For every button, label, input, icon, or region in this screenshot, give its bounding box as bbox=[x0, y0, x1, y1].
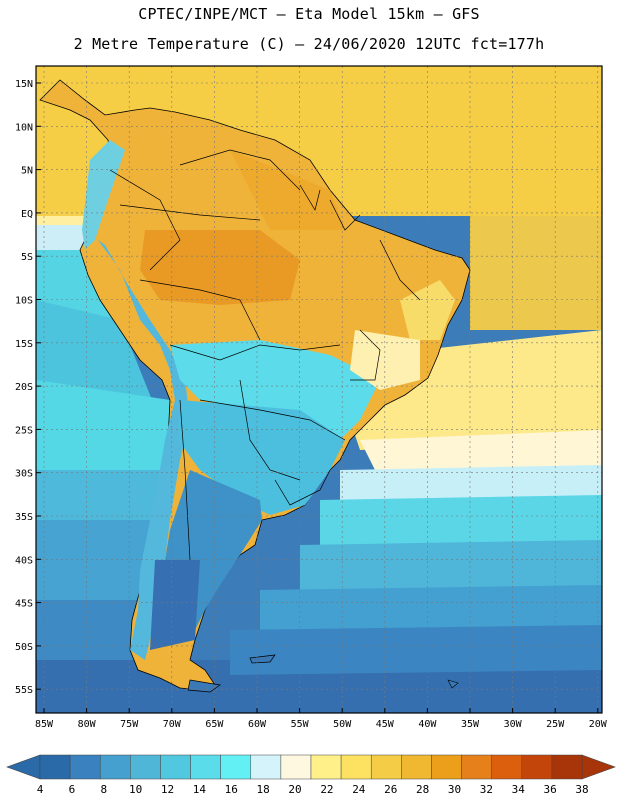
lat-label: 50S bbox=[15, 642, 33, 653]
lon-label: 25W bbox=[546, 719, 565, 730]
map-title: CPTEC/INPE/MCT – Eta Model 15km – GFS bbox=[138, 5, 480, 23]
colorbar-swatch bbox=[370, 754, 402, 780]
colorbar-label: 6 bbox=[69, 783, 76, 796]
map-subtitle: 2 Metre Temperature (C) – 24/06/2020 12U… bbox=[73, 35, 545, 53]
lat-label: 40S bbox=[15, 555, 33, 566]
lat-label: 55S bbox=[15, 685, 33, 696]
colorbar-label: 24 bbox=[352, 783, 366, 796]
colorbar-swatch bbox=[39, 754, 71, 780]
lat-label: 5N bbox=[21, 166, 33, 177]
lat-label: 10N bbox=[15, 122, 33, 133]
colorbar-label: 34 bbox=[512, 783, 526, 796]
lon-label: 65W bbox=[205, 719, 224, 730]
map-frame bbox=[35, 65, 603, 714]
lon-label: 70W bbox=[163, 719, 182, 730]
lat-label: 15N bbox=[15, 79, 33, 90]
lon-label: 80W bbox=[78, 719, 97, 730]
colorbar-low-arrow bbox=[6, 754, 41, 780]
colorbar-label: 26 bbox=[384, 783, 397, 796]
lon-label: 55W bbox=[291, 719, 310, 730]
colorbar-label: 36 bbox=[543, 783, 556, 796]
lat-label: 25S bbox=[15, 425, 33, 436]
colorbar-swatch bbox=[280, 754, 312, 780]
lat-label: EQ bbox=[21, 209, 33, 220]
lat-label: 20S bbox=[15, 382, 33, 393]
latitude-labels: 15N 10N 5N EQ 5S 10S 15S 20S 25S 30S 35S 40S 45S 50S 5… bbox=[15, 79, 41, 696]
colorbar-label: 22 bbox=[320, 783, 333, 796]
colorbar-swatch bbox=[160, 754, 191, 780]
colorbar-swatch bbox=[250, 754, 282, 780]
colorbar-label: 12 bbox=[161, 783, 174, 796]
colorbar-label: 18 bbox=[257, 783, 270, 796]
colorbar-swatch bbox=[190, 754, 221, 780]
colorbar-label: 38 bbox=[575, 783, 588, 796]
lon-label: 75W bbox=[120, 719, 139, 730]
temperature-field bbox=[36, 66, 602, 713]
colorbar-swatch bbox=[401, 754, 432, 780]
colorbar-swatch bbox=[340, 754, 372, 780]
lat-label: 35S bbox=[15, 512, 33, 523]
lat-label: 10S bbox=[15, 296, 33, 307]
colorbar-label: 14 bbox=[193, 783, 207, 796]
colorbar-swatch bbox=[551, 754, 583, 780]
colorbar-swatch bbox=[491, 754, 523, 780]
colorbar-swatch bbox=[99, 754, 131, 780]
country-borders bbox=[109, 149, 421, 561]
colorbar-swatch bbox=[310, 754, 342, 780]
colorbar-swatch bbox=[69, 754, 101, 780]
colorbar-label: 32 bbox=[480, 783, 493, 796]
colorbar-high-arrow bbox=[581, 754, 616, 780]
colorbar-label: 16 bbox=[225, 783, 238, 796]
colorbar-label: 10 bbox=[129, 783, 142, 796]
lat-label: 45S bbox=[15, 599, 33, 610]
lat-lon-grid bbox=[36, 66, 602, 713]
lon-label: 60W bbox=[248, 719, 267, 730]
colorbar-swatch bbox=[461, 754, 492, 780]
colorbar-label: 8 bbox=[100, 783, 107, 796]
colorbar-swatch bbox=[431, 754, 462, 780]
colorbar-swatch bbox=[220, 754, 252, 780]
longitude-labels: 85W 80W 75W 70W 65W 60W 55W 50W 45W 40W 35W 30W 25W 2… bbox=[35, 708, 608, 730]
lon-label: 85W bbox=[35, 719, 54, 730]
colorbar-label: 30 bbox=[448, 783, 461, 796]
lon-label: 45W bbox=[376, 719, 395, 730]
lon-label: 20W bbox=[589, 719, 608, 730]
colorbar-label: 28 bbox=[416, 783, 429, 796]
colorbar-label: 4 bbox=[37, 783, 44, 796]
colorbar: 4 6 8 10 12 14 16 18 20 22 24 26 28 30 32 34 36 38 bbox=[6, 754, 616, 796]
colorbar-swatch bbox=[521, 754, 553, 780]
colorbar-swatch bbox=[130, 754, 161, 780]
lon-label: 30W bbox=[504, 719, 523, 730]
lat-label: 30S bbox=[15, 469, 33, 480]
lon-label: 40W bbox=[418, 719, 437, 730]
lat-label: 5S bbox=[21, 252, 33, 263]
colorbar-label: 20 bbox=[288, 783, 301, 796]
lon-label: 50W bbox=[333, 719, 352, 730]
lon-label: 35W bbox=[461, 719, 480, 730]
lat-label: 15S bbox=[15, 339, 33, 350]
